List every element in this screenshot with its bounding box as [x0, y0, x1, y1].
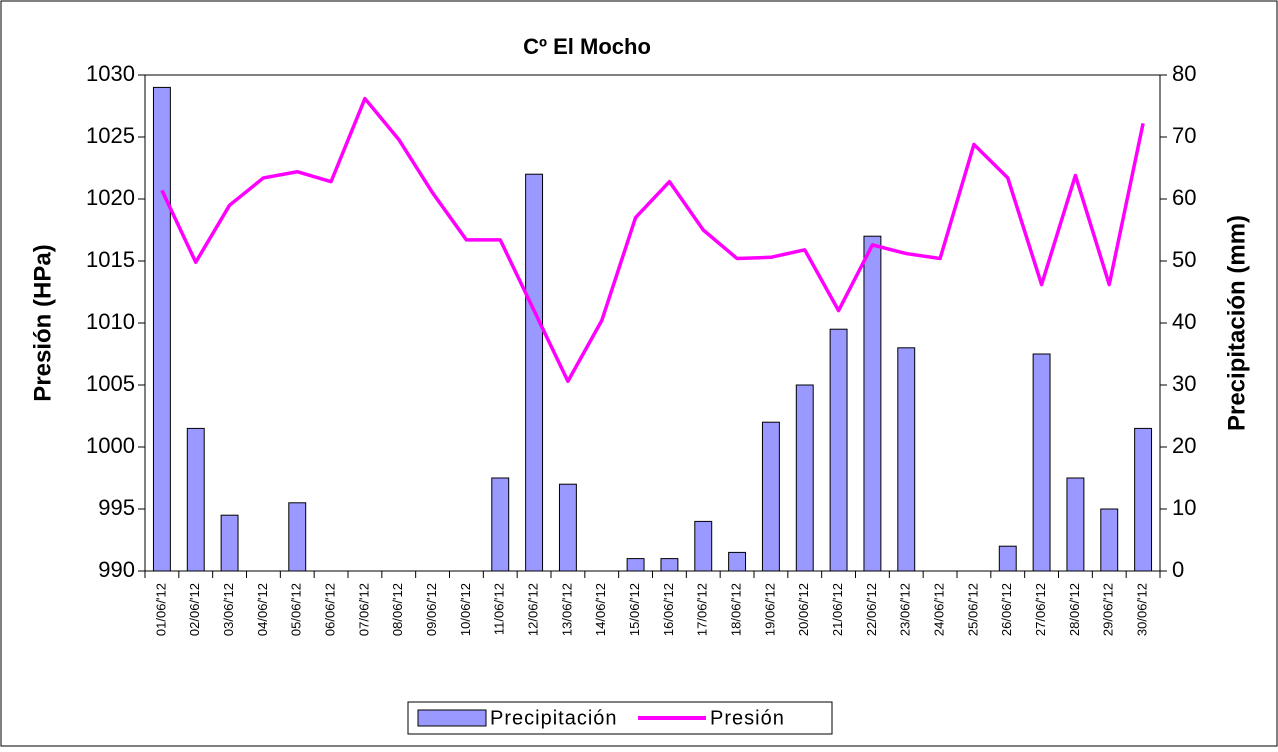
y2-tick-label: 20 — [1172, 433, 1196, 458]
x-tick-label: 27/06/'12 — [1033, 583, 1048, 636]
legend-label: Presión — [710, 707, 785, 729]
bar — [152, 86, 171, 572]
y2-tick-label: 70 — [1172, 123, 1196, 148]
y-axis-label: Presión (HPa) — [29, 244, 56, 401]
line — [160, 96, 1145, 384]
bar — [863, 235, 882, 572]
legend-label: Precipitación — [490, 707, 618, 729]
bar — [897, 347, 916, 572]
bar — [220, 514, 239, 572]
bar — [829, 328, 848, 572]
legend-swatch — [417, 709, 487, 727]
x-tick-label: 29/06/'12 — [1101, 583, 1116, 636]
x-tick-label: 28/06/'12 — [1067, 583, 1082, 636]
y2-tick-label: 10 — [1172, 495, 1196, 520]
y2-tick-label: 30 — [1172, 371, 1196, 396]
bar — [998, 545, 1017, 572]
y-tick-label: 1030 — [86, 61, 135, 86]
y2-tick-label: 50 — [1172, 247, 1196, 272]
x-tick-label: 01/06/'12 — [153, 583, 168, 636]
y2-tick-label: 80 — [1172, 61, 1196, 86]
y-tick-label: 1025 — [86, 123, 135, 148]
bar — [761, 421, 780, 572]
chart-title: Cº El Mocho — [523, 34, 651, 59]
x-tick-label: 04/06/'12 — [255, 583, 270, 636]
x-tick-label: 03/06/'12 — [221, 583, 236, 636]
x-tick-label: 15/06/'12 — [627, 583, 642, 636]
x-tick-label: 09/06/'12 — [424, 583, 439, 636]
bar — [626, 558, 645, 572]
plot-frame — [144, 74, 1161, 572]
bar — [1134, 427, 1153, 572]
y-tick-label: 1000 — [86, 433, 135, 458]
bar — [660, 558, 679, 572]
bar — [525, 173, 544, 572]
x-tick-label: 07/06/'12 — [356, 583, 371, 636]
x-tick-label: 26/06/'12 — [999, 583, 1014, 636]
y2-tick-label: 40 — [1172, 309, 1196, 334]
x-tick-label: 10/06/'12 — [458, 583, 473, 636]
y2-tick-label: 60 — [1172, 185, 1196, 210]
y-tick-label: 1010 — [86, 309, 135, 334]
x-tick-label: 05/06/'12 — [289, 583, 304, 636]
x-tick-label: 21/06/'12 — [830, 583, 845, 636]
x-tick-label: 18/06/'12 — [729, 583, 744, 636]
x-tick-label: 16/06/'12 — [661, 583, 676, 636]
x-tick-label: 06/06/'12 — [323, 583, 338, 636]
bar — [1066, 477, 1085, 572]
x-tick-label: 12/06/'12 — [526, 583, 541, 636]
x-tick-label: 22/06/'12 — [864, 583, 879, 636]
bar — [728, 551, 747, 572]
y-tick-label: 1015 — [86, 247, 135, 272]
x-tick-label: 19/06/'12 — [762, 583, 777, 636]
bar — [491, 477, 510, 572]
x-tick-label: 11/06/'12 — [492, 583, 507, 635]
x-tick-label: 13/06/'12 — [559, 583, 574, 636]
x-tick-label: 24/06/'12 — [932, 583, 947, 636]
x-tick-label: 14/06/'12 — [593, 583, 608, 636]
y-tick-label: 1020 — [86, 185, 135, 210]
bar — [694, 520, 713, 572]
x-tick-label: 08/06/'12 — [390, 583, 405, 636]
bar — [558, 483, 577, 572]
x-tick-label: 30/06/'12 — [1135, 583, 1150, 636]
bar — [795, 384, 814, 572]
bar — [1032, 353, 1051, 572]
x-tick-label: 25/06/'12 — [965, 583, 980, 636]
y-tick-label: 1005 — [86, 371, 135, 396]
y2-axis-label: Precipitación (mm) — [1223, 215, 1250, 431]
y2-tick-label: 0 — [1172, 557, 1184, 582]
x-tick-label: 20/06/'12 — [796, 583, 811, 636]
bar — [1100, 508, 1119, 572]
y-tick-label: 995 — [98, 495, 135, 520]
x-tick-label: 02/06/'12 — [187, 583, 202, 636]
bar — [288, 502, 307, 572]
x-tick-label: 17/06/'12 — [695, 583, 710, 636]
bar — [186, 427, 205, 572]
x-tick-label: 23/06/'12 — [898, 583, 913, 636]
y-tick-label: 990 — [98, 557, 135, 582]
